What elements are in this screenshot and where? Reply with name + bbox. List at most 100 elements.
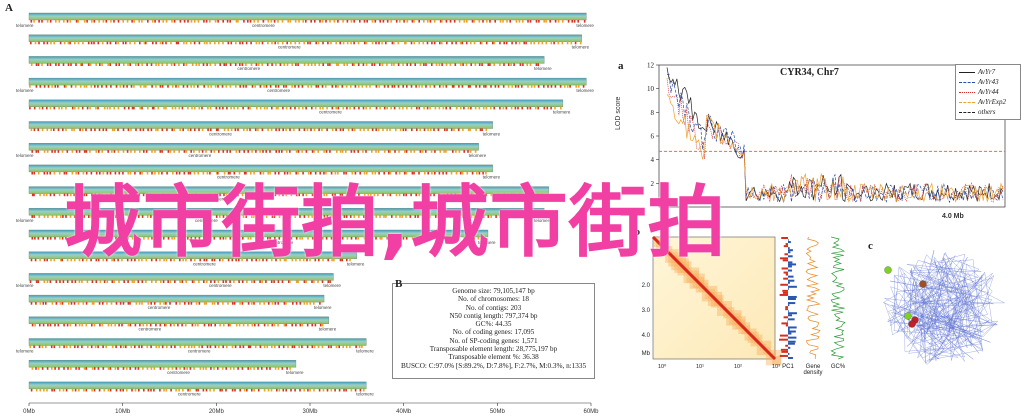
- gene-mark: [167, 193, 170, 197]
- gene-mark: [83, 150, 86, 153]
- gene-mark: [221, 85, 224, 88]
- hic-x-tick: 10²: [734, 364, 742, 370]
- gene-mark: [155, 85, 157, 88]
- gene-mark: [251, 258, 253, 262]
- gene-mark: [213, 367, 215, 370]
- gene-mark: [82, 128, 84, 132]
- gene-mark: [70, 367, 72, 370]
- gene-mark: [478, 215, 481, 218]
- gene-mark: [254, 345, 257, 349]
- gene-mark: [194, 237, 197, 240]
- centromere-label: centromere: [319, 110, 342, 115]
- chromosome-bar: [28, 121, 493, 129]
- gene-mark: [326, 106, 328, 110]
- gene-mark: [222, 41, 224, 45]
- gene-mark: [198, 280, 200, 283]
- gene-mark: [209, 345, 212, 349]
- gene-mark: [257, 128, 259, 132]
- gene-mark: [206, 280, 208, 283]
- gene-mark: [541, 41, 544, 45]
- gene-mark: [502, 215, 504, 218]
- gene-mark: [283, 63, 285, 66]
- gene-mark: [439, 85, 441, 88]
- gene-mark: [38, 106, 41, 110]
- gene-mark: [469, 150, 472, 153]
- gene-mark: [170, 41, 172, 45]
- gene-mark: [366, 20, 368, 23]
- gene-mark: [138, 20, 140, 23]
- gene-mark: [70, 302, 73, 305]
- gene-mark: [65, 106, 67, 110]
- gene-mark: [290, 193, 293, 197]
- gene-mark: [187, 171, 190, 175]
- gene-mark: [482, 20, 484, 23]
- gene-mark: [393, 63, 395, 66]
- gene-mark: [479, 41, 482, 45]
- gene-mark: [279, 258, 282, 262]
- gene-mark: [198, 63, 200, 66]
- gene-mark: [145, 85, 147, 88]
- gene-mark: [277, 41, 279, 45]
- gene-mark: [329, 63, 331, 66]
- gene-mark: [338, 345, 340, 349]
- stats-line: Transposable element length: 28,775,197 …: [429, 345, 558, 354]
- gene-mark: [127, 323, 130, 327]
- gene-mark: [389, 193, 392, 197]
- gene-mark: [225, 367, 227, 370]
- gene-mark: [267, 20, 270, 23]
- gene-mark: [374, 171, 377, 175]
- gene-mark: [474, 106, 477, 110]
- gene-mark: [235, 41, 237, 45]
- gene-mark: [242, 85, 245, 88]
- gene-mark: [85, 302, 88, 305]
- gene-mark: [271, 302, 274, 305]
- gene-mark: [95, 258, 98, 262]
- gene-mark: [281, 20, 284, 23]
- gene-mark: [271, 323, 274, 327]
- gene-mark: [285, 128, 287, 132]
- gene-mark: [70, 85, 73, 88]
- gene-mark: [229, 367, 232, 370]
- gene-mark: [525, 41, 527, 45]
- gene-mark: [302, 193, 304, 197]
- gene-mark: [137, 63, 140, 66]
- gene-mark: [434, 171, 436, 175]
- gene-mark: [175, 302, 177, 305]
- gene-mark: [249, 345, 252, 349]
- gene-mark: [163, 388, 165, 392]
- legend-label: AvYr7: [978, 68, 996, 76]
- gene-mark: [79, 128, 81, 132]
- gene-mark: [203, 323, 206, 327]
- pc1-bar: [788, 304, 790, 307]
- gene-mark: [143, 85, 145, 88]
- gene-mark: [406, 106, 408, 110]
- gene-mark: [184, 302, 186, 305]
- gene-mark: [133, 85, 135, 88]
- gene-mark: [53, 345, 56, 349]
- gene-mark: [213, 237, 216, 240]
- gene-mark: [37, 63, 40, 66]
- gene-mark: [90, 345, 93, 349]
- gene-mark: [173, 63, 176, 66]
- gene-mark: [253, 388, 255, 392]
- telomere-label: telomere: [483, 131, 501, 136]
- gene-mark: [55, 215, 58, 218]
- gene-mark: [131, 20, 133, 23]
- gene-mark: [522, 20, 524, 23]
- gene-mark: [115, 302, 118, 305]
- gene-mark: [485, 106, 488, 110]
- gene-mark: [111, 280, 114, 283]
- gene-mark: [78, 367, 80, 370]
- gene-mark: [222, 237, 225, 240]
- gene-mark: [214, 20, 217, 23]
- gene-mark: [257, 20, 259, 23]
- gene-mark: [370, 193, 372, 197]
- gene-mark: [353, 128, 356, 132]
- network-node: [908, 320, 916, 328]
- gene-mark: [267, 193, 270, 197]
- gene-mark: [101, 41, 104, 45]
- gene-mark: [51, 302, 54, 305]
- gene-mark: [405, 150, 408, 153]
- gene-mark: [129, 367, 131, 370]
- gene-mark: [171, 128, 173, 132]
